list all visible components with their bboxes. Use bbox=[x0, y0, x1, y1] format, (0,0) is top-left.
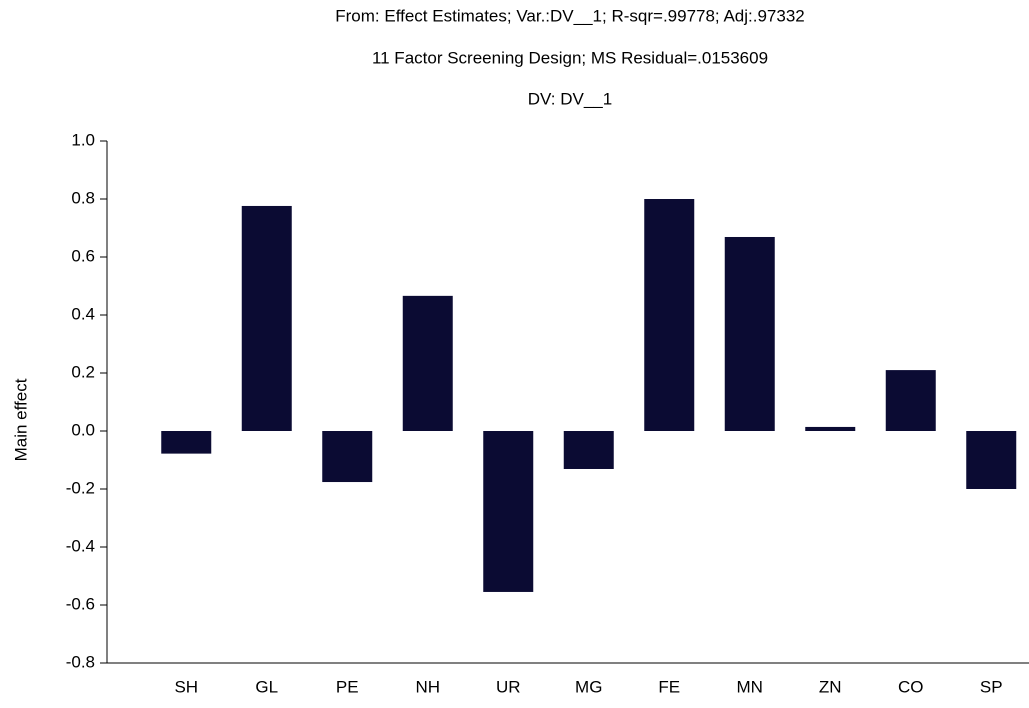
y-tick-label: 1.0 bbox=[71, 130, 95, 149]
x-tick-label: SH bbox=[174, 677, 198, 696]
y-tick-label: 0.2 bbox=[71, 362, 95, 381]
y-tick-label: 0.6 bbox=[71, 246, 95, 265]
bar bbox=[402, 295, 453, 431]
y-tick-label: 0.4 bbox=[71, 304, 95, 323]
bar bbox=[241, 205, 292, 431]
x-tick-label: PE bbox=[336, 677, 359, 696]
y-tick-label: 0.0 bbox=[71, 420, 95, 439]
y-tick-label: -0.2 bbox=[66, 478, 95, 497]
chart-subtitle: DV: DV__1 bbox=[528, 89, 612, 108]
bar bbox=[724, 236, 775, 431]
x-tick-label: CO bbox=[898, 677, 924, 696]
x-tick-label: FE bbox=[658, 677, 680, 696]
bar bbox=[322, 431, 373, 483]
bar bbox=[966, 431, 1017, 489]
y-tick-label: -0.6 bbox=[66, 594, 95, 613]
x-tick-label: GL bbox=[255, 677, 278, 696]
x-tick-label: NH bbox=[415, 677, 440, 696]
x-tick-label: SP bbox=[980, 677, 1003, 696]
bar bbox=[805, 426, 856, 431]
y-tick-label: -0.8 bbox=[66, 652, 95, 671]
x-tick-label: MG bbox=[575, 677, 602, 696]
chart-subtitle: 11 Factor Screening Design; MS Residual=… bbox=[372, 48, 768, 67]
bar bbox=[644, 199, 695, 431]
y-axis-label: Main effect bbox=[11, 378, 30, 461]
bar bbox=[885, 370, 936, 431]
bar bbox=[563, 431, 614, 469]
chart-title: From: Effect Estimates; Var.:DV__1; R-sq… bbox=[335, 6, 804, 25]
y-tick-label: 0.8 bbox=[71, 188, 95, 207]
bar bbox=[161, 431, 212, 454]
y-tick-label: -0.4 bbox=[66, 536, 95, 555]
x-tick-label: ZN bbox=[819, 677, 842, 696]
x-tick-label: MN bbox=[737, 677, 763, 696]
x-tick-label: UR bbox=[496, 677, 521, 696]
bar bbox=[483, 431, 534, 592]
